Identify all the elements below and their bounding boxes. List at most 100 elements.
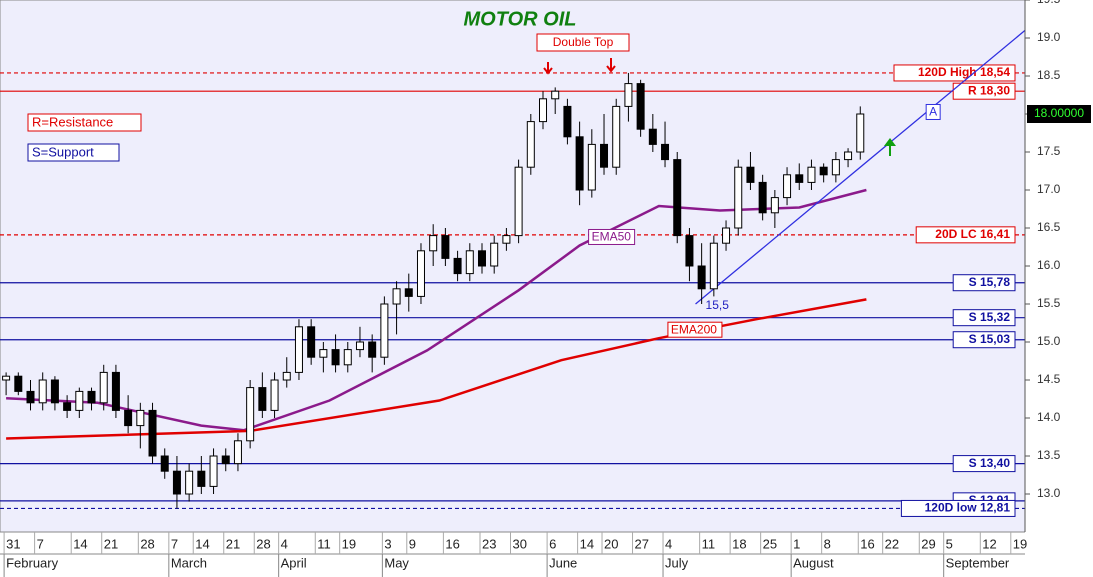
candle-body (551, 90, 560, 100)
candle-body (294, 326, 303, 373)
candle-body (258, 387, 267, 411)
y-tick-label: 17.5 (1037, 144, 1061, 158)
x-tick-label: 23 (482, 536, 496, 551)
candle-body (514, 166, 523, 237)
level-label-box (915, 226, 1016, 244)
candle-body (685, 235, 694, 267)
candle-body (38, 379, 47, 404)
candle-body (831, 159, 840, 176)
level-label: S 15,32 (969, 310, 1011, 324)
candle-body (587, 143, 596, 191)
candle-body (63, 402, 72, 411)
candle-body (819, 166, 828, 176)
candle-body (319, 349, 328, 358)
month-label: September (946, 555, 1010, 570)
x-tick-label: 31 (6, 536, 20, 551)
candle-body (160, 455, 169, 472)
y-tick-label: 13.0 (1037, 486, 1061, 500)
level-label: 120D low 12,81 (925, 501, 1011, 515)
month-label: August (793, 555, 834, 570)
last-price-box (1027, 105, 1091, 123)
level-label-box (952, 455, 1016, 473)
last-price-label: 18.00000 (1034, 106, 1084, 120)
level-label: 20D LC 16,41 (935, 227, 1010, 241)
x-tick-label: 25 (763, 536, 777, 551)
candle-body (453, 257, 462, 275)
x-tick-label: 19 (342, 536, 356, 551)
trend-name: A (929, 105, 937, 119)
y-tick-label: 19.5 (1037, 0, 1061, 6)
candle-body (368, 341, 377, 358)
x-tick-label: 22 (885, 536, 899, 551)
candle-body (734, 166, 743, 229)
level-label-box (952, 309, 1016, 327)
trend-label: 15,5 (706, 298, 730, 312)
candle-body (795, 174, 804, 183)
legend-text: R=Resistance (32, 114, 113, 129)
x-tick-label: 6 (549, 536, 556, 551)
level-label-box (952, 82, 1016, 100)
y-tick-label: 14.5 (1037, 372, 1061, 386)
candle-body (490, 242, 499, 267)
candle-body (429, 235, 438, 252)
plot: 120D High 18,54 R 18,30 20D LC 16,41 S 15,7… (0, 29, 1026, 517)
candle-body (441, 235, 450, 259)
x-tick-label: 14 (195, 536, 209, 551)
trend-line (695, 29, 1026, 305)
candle-body (331, 349, 340, 366)
x-tick-label: 11 (702, 536, 716, 551)
candle-body (636, 83, 645, 130)
candle-body (307, 326, 316, 358)
series-label-box (667, 321, 723, 338)
x-tick-label: 1 (793, 536, 800, 551)
y-tick-label: 16.5 (1037, 220, 1061, 234)
x-tick-label: 29 (921, 536, 935, 551)
candle-body (270, 379, 279, 411)
candle-body (209, 455, 218, 487)
candle-body (75, 390, 84, 411)
y-tick-label: 15.5 (1037, 296, 1061, 310)
candle-body (770, 197, 779, 214)
month-label: February (6, 555, 59, 570)
x-tick-label: 19 (1013, 536, 1027, 551)
candle-body (380, 303, 389, 358)
candle-body (2, 375, 11, 381)
x-tick-label: 8 (824, 536, 831, 551)
x-tick-label: 28 (256, 536, 270, 551)
month-label: March (171, 555, 207, 570)
candle-body (722, 227, 731, 244)
ema-line (6, 188, 867, 432)
level-label: 120D High 18,54 (918, 65, 1010, 79)
level-label: S 15,78 (969, 275, 1011, 289)
candle-body (539, 98, 548, 123)
candle-body (844, 151, 853, 161)
candle-body (246, 387, 255, 442)
candle-body (563, 105, 572, 138)
candle-body (148, 409, 157, 457)
y-tick-label: 19.0 (1037, 30, 1061, 44)
level-label-box (952, 274, 1016, 292)
candle-body (87, 390, 96, 404)
axis-area (1025, 0, 1093, 577)
candle-body (465, 250, 474, 275)
candle-body (709, 242, 718, 290)
x-tick-label: 3 (384, 536, 391, 551)
legend-box (27, 113, 142, 132)
plot-area (0, 0, 1026, 533)
candle-body (343, 349, 352, 366)
candle-body (575, 136, 584, 191)
candle-body (282, 371, 291, 381)
candle-body (600, 143, 609, 168)
month-label: May (384, 555, 409, 570)
candle-body (404, 288, 413, 297)
candle-body (758, 181, 767, 214)
candle-body (612, 105, 621, 168)
y-tick-label: 13.5 (1037, 448, 1061, 462)
candle-body (783, 174, 792, 199)
candle-body (416, 250, 425, 297)
month-label: July (665, 555, 689, 570)
candle-body (807, 166, 816, 183)
month-label: June (549, 555, 577, 570)
